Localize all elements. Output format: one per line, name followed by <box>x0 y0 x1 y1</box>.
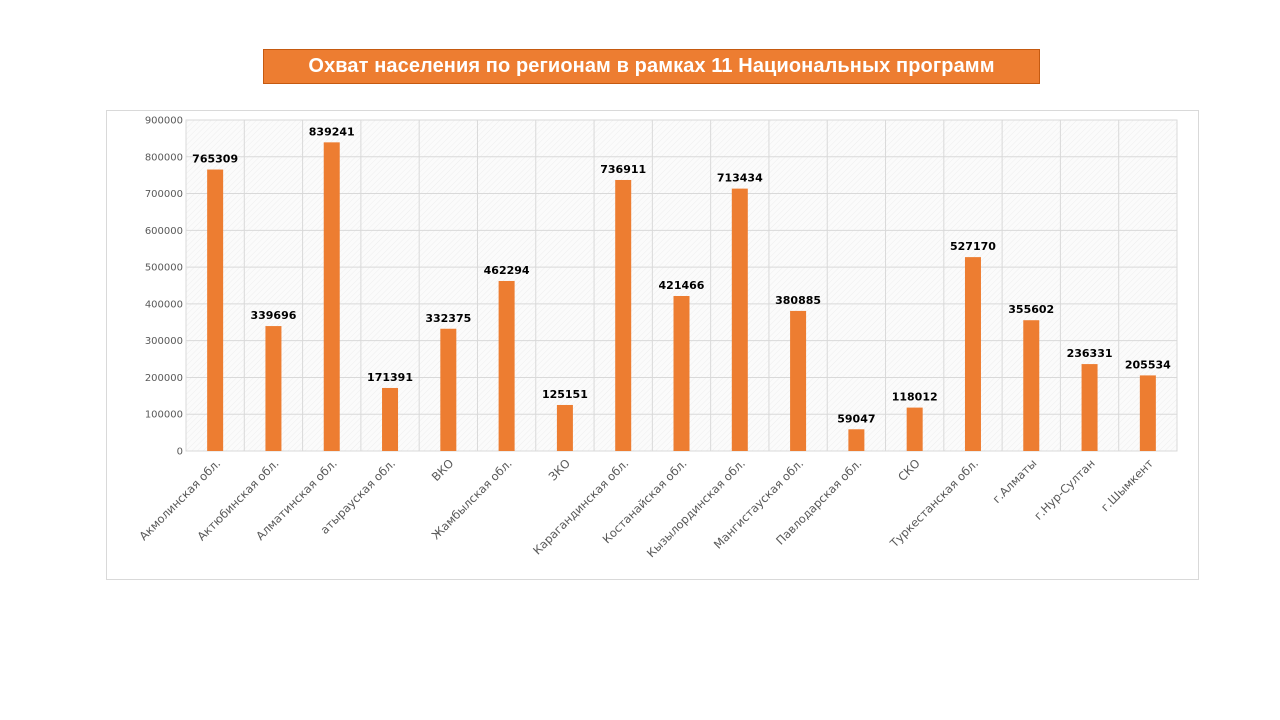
data-label: 339696 <box>250 309 296 322</box>
data-label: 765309 <box>192 153 238 166</box>
y-tick-label: 100000 <box>145 410 183 421</box>
bar <box>265 326 282 451</box>
data-label: 462294 <box>484 264 530 277</box>
x-tick-label: г.Нур-Султан <box>1031 456 1098 523</box>
chart-title-banner: Охват населения по регионам в рамках 11 … <box>263 49 1040 84</box>
data-label: 125151 <box>542 388 588 401</box>
bar <box>207 169 224 451</box>
y-tick-label: 400000 <box>145 299 183 310</box>
bar <box>790 310 807 451</box>
bar <box>906 407 923 451</box>
x-tick-label: Карагандинская обл. <box>530 456 631 557</box>
bar <box>964 257 981 451</box>
x-axis: Акмолинская обл.Актюбинская обл.Алматинс… <box>136 456 1156 560</box>
data-label: 59047 <box>837 412 875 425</box>
x-tick-label: ВКО <box>429 456 457 484</box>
y-tick-label: 300000 <box>145 336 183 347</box>
bar <box>1139 375 1156 451</box>
bars <box>207 142 1156 451</box>
x-tick-label: СКО <box>895 456 923 484</box>
y-axis: 0 100000 200000 300000 400000 500000 600000 700… <box>145 116 183 458</box>
x-tick-label: г.Алматы <box>990 456 1040 506</box>
bar <box>731 188 748 451</box>
bar <box>498 280 515 451</box>
data-label: 118012 <box>892 391 938 404</box>
data-label: 527170 <box>950 240 996 253</box>
y-tick-label: 200000 <box>145 373 183 384</box>
bar <box>556 404 573 451</box>
y-tick-label: 800000 <box>145 152 183 163</box>
bar <box>323 142 340 451</box>
y-tick-label: 700000 <box>145 189 183 200</box>
chart-frame: 0 100000 200000 300000 400000 500000 600000 700… <box>106 110 1199 580</box>
grid-lines <box>185 119 1178 452</box>
data-label: 332375 <box>425 312 471 325</box>
data-label: 236331 <box>1067 347 1113 360</box>
data-label: 380885 <box>775 294 821 307</box>
bar-chart: 0 100000 200000 300000 400000 500000 600000 700… <box>136 116 1178 560</box>
data-label: 421466 <box>659 279 705 292</box>
data-labels: 765309 339696 839241 171391 332375 462294 1251… <box>192 125 1171 425</box>
data-label: 713434 <box>717 172 763 185</box>
data-label: 355602 <box>1008 303 1054 316</box>
bar <box>382 387 399 451</box>
bar <box>673 295 690 451</box>
bar <box>440 328 457 451</box>
y-tick-label: 900000 <box>145 116 183 127</box>
x-tick-label: ЗКО <box>546 456 573 483</box>
data-label: 205534 <box>1125 358 1171 371</box>
x-tick-label: Кызылординская обл. <box>644 456 748 560</box>
data-label: 736911 <box>600 163 646 176</box>
data-label: 839241 <box>309 125 355 138</box>
bar <box>1023 320 1040 451</box>
chart-title: Охват населения по регионам в рамках 11 … <box>308 55 995 77</box>
y-tick-label: 0 <box>177 447 183 458</box>
y-tick-label: 600000 <box>145 226 183 237</box>
x-tick-label: г.Шымкент <box>1098 456 1156 514</box>
bar <box>615 179 632 451</box>
y-tick-label: 500000 <box>145 263 183 274</box>
bar <box>848 429 865 451</box>
data-label: 171391 <box>367 371 413 384</box>
bar <box>1081 364 1098 451</box>
